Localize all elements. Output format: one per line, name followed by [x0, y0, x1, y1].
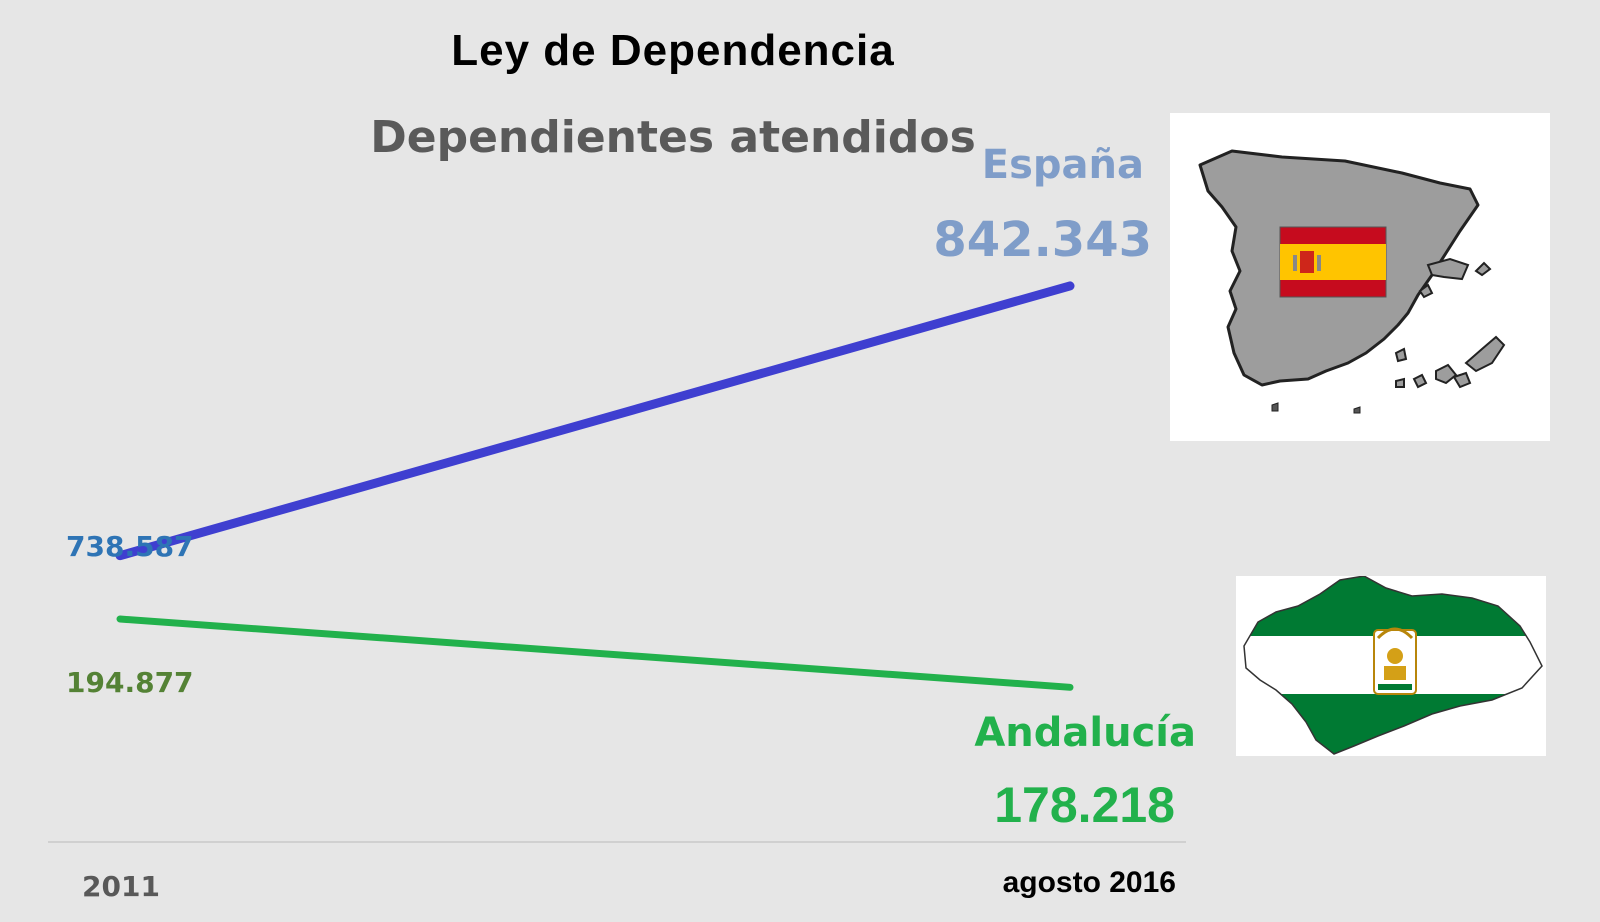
- andalucia-map-icon: [1236, 575, 1546, 756]
- data-label-espana-2011: 738.587: [66, 530, 194, 563]
- data-label-espana-2016: 842.343: [933, 212, 1152, 268]
- x-axis-line: [48, 841, 1186, 843]
- data-label-andalucia-2011: 194.877: [66, 666, 194, 699]
- data-label-andalucia-2016: 178.218: [994, 777, 1175, 833]
- chart-subtitle: Dependientes atendidos: [370, 112, 976, 163]
- series-name-andalucia: Andalucía: [974, 710, 1196, 756]
- series-line-andalucia: [116, 615, 1074, 691]
- series-name-espana: España: [981, 142, 1144, 188]
- andalucia-coat-of-arms-icon: [1373, 627, 1417, 695]
- series-line-espana: [115, 281, 1075, 561]
- spain-map-icon: [1170, 113, 1550, 441]
- chart-title: Ley de Dependencia: [451, 26, 895, 75]
- x-tick-label-2016: agosto 2016: [1002, 866, 1176, 899]
- x-tick-label-2011: 2011: [82, 870, 160, 903]
- spain-flag-icon: [1279, 226, 1387, 298]
